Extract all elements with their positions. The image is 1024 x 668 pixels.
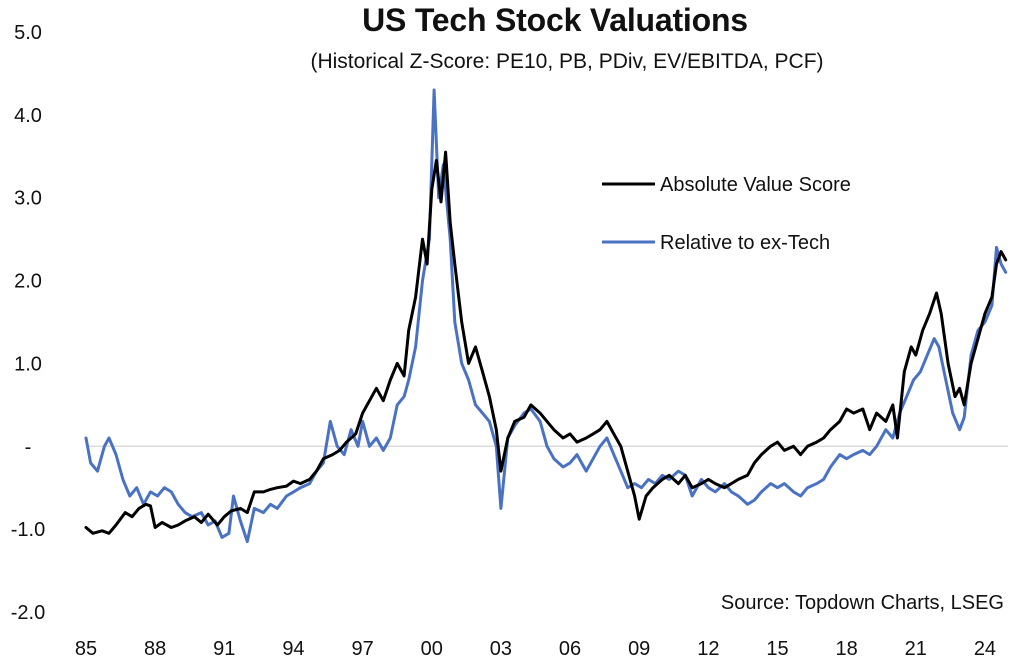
legend: Absolute Value Score Relative to ex-Tech <box>602 174 851 254</box>
y-tick-label: 5.0 <box>14 22 42 44</box>
y-tick-label: - <box>25 436 32 458</box>
y-tick-label: -1.0 <box>11 519 45 541</box>
series-line-absolute-value-score <box>84 150 1008 535</box>
x-tick-label: 24 <box>974 638 996 660</box>
source-note: Source: Topdown Charts, LSEG <box>720 592 1004 614</box>
chart-subtitle: (Historical Z-Score: PE10, PB, PDiv, EV/… <box>310 50 824 73</box>
series-layer <box>84 88 1008 544</box>
x-tick-label: 03 <box>490 638 512 660</box>
x-tick-label: 00 <box>421 638 443 660</box>
x-tick-label: 15 <box>766 638 788 660</box>
series-line-relative-to-ex-tech <box>84 88 1008 544</box>
x-tick-label: 97 <box>351 638 373 660</box>
y-tick-label: 1.0 <box>14 353 42 375</box>
y-tick-label: 4.0 <box>14 105 42 127</box>
x-axis-ticks: 85 88 91 94 97 00 03 06 09 12 15 18 21 24 <box>75 638 996 660</box>
y-axis-ticks: 5.0 4.0 3.0 2.0 1.0 - -1.0 -2.0 <box>11 22 45 624</box>
x-tick-label: 09 <box>628 638 650 660</box>
x-tick-label: 85 <box>75 638 97 660</box>
y-tick-label: 3.0 <box>14 188 42 210</box>
legend-label: Relative to ex-Tech <box>660 232 830 254</box>
y-tick-label: -2.0 <box>11 602 45 624</box>
chart-title: US Tech Stock Valuations <box>362 2 748 38</box>
x-tick-label: 94 <box>282 638 304 660</box>
y-tick-label: 2.0 <box>14 271 42 293</box>
legend-label: Absolute Value Score <box>660 174 851 196</box>
x-tick-label: 21 <box>905 638 927 660</box>
x-tick-label: 06 <box>559 638 581 660</box>
x-tick-label: 12 <box>697 638 719 660</box>
x-tick-label: 91 <box>213 638 235 660</box>
x-tick-label: 18 <box>836 638 858 660</box>
x-tick-label: 88 <box>144 638 166 660</box>
